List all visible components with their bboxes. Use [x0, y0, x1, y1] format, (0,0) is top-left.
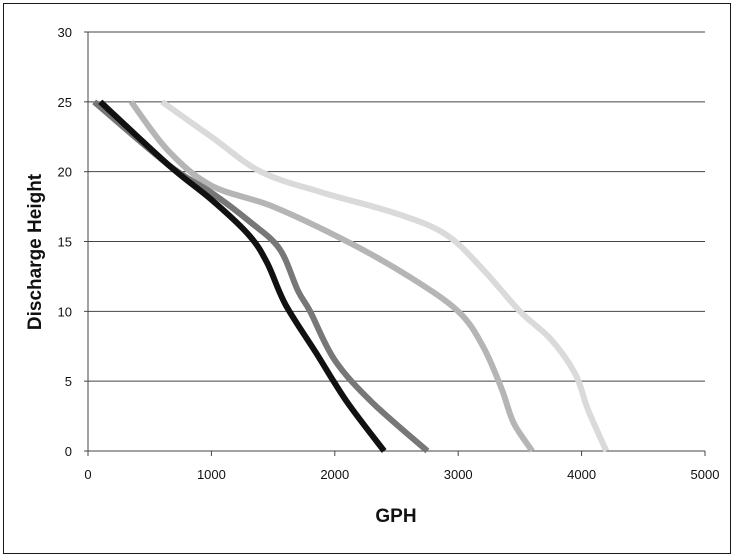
y-axis-title: Discharge Height [25, 173, 46, 330]
y-tick-label: 25 [58, 95, 72, 110]
tick-labels: 0 5 10 15 20 25 30 0 1000 2000 3000 4000 5000 [58, 25, 720, 482]
series-line-1 [98, 99, 387, 453]
x-tick-label: 5000 [691, 467, 720, 482]
series-lines [92, 99, 610, 454]
series-line-4 [160, 99, 610, 453]
series-line-2 [92, 99, 430, 454]
x-tick-label: 4000 [567, 467, 596, 482]
y-tick-label: 5 [65, 374, 72, 389]
y-tick-label: 15 [58, 235, 72, 250]
y-tick-label: 0 [65, 444, 72, 459]
y-tick-label: 10 [58, 304, 72, 319]
y-tick-label: 30 [58, 25, 72, 40]
x-axis-title: GPH [375, 506, 416, 527]
x-tick-label: 2000 [320, 467, 349, 482]
chart-frame [3, 3, 731, 554]
series-line-3 [128, 99, 535, 453]
x-tick-label: 1000 [197, 467, 226, 482]
x-tick-label: 3000 [444, 467, 473, 482]
gridlines [88, 31, 705, 382]
x-tick-label: 0 [84, 467, 91, 482]
axes [84, 31, 706, 456]
y-tick-label: 20 [58, 165, 72, 180]
